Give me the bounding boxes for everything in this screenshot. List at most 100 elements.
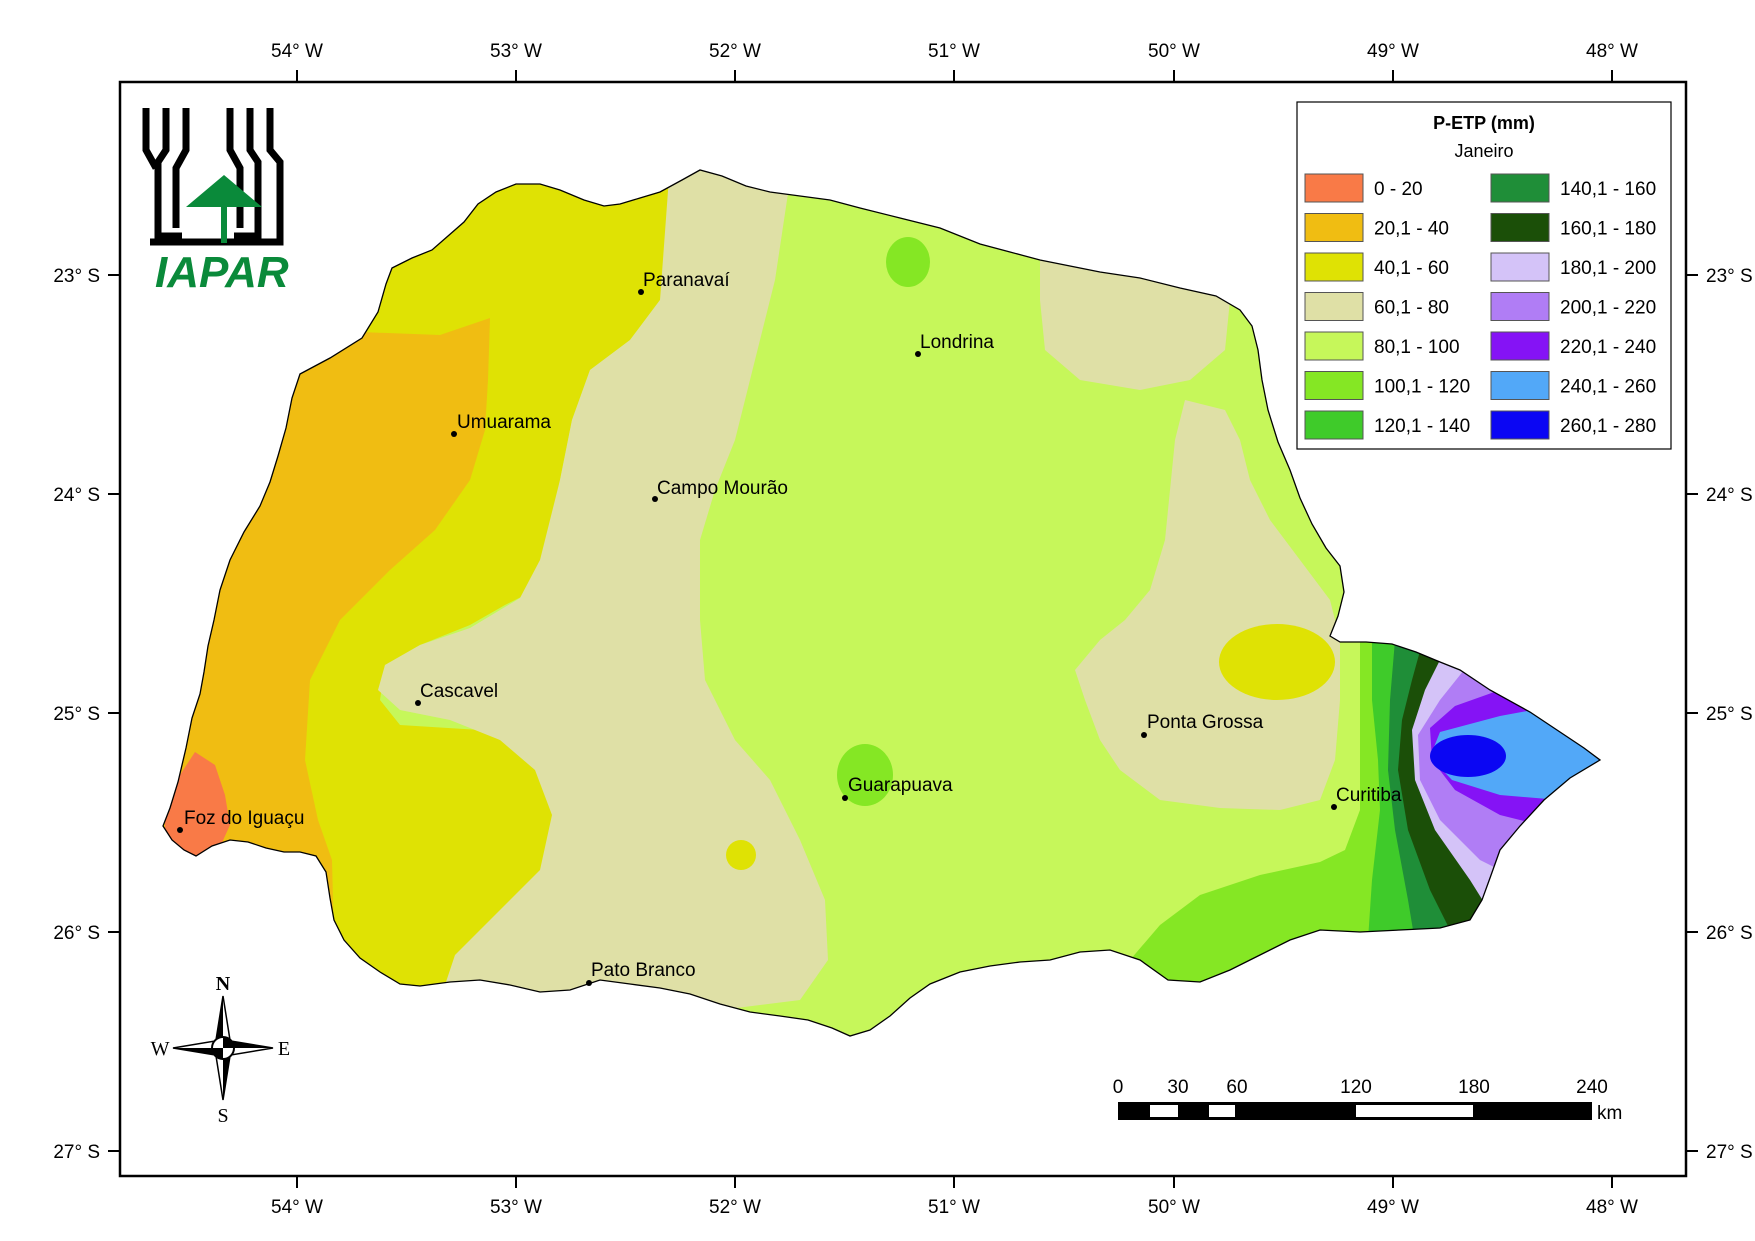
legend-subtitle: Janeiro [1454, 141, 1513, 161]
legend-label: 100,1 - 120 [1374, 377, 1470, 398]
map-frame [118, 80, 1688, 1178]
zone-60-80-dot [726, 840, 756, 870]
lon-label: 50° W [1148, 1197, 1200, 1218]
lat-label: 25° S [53, 704, 100, 725]
zone-100-120-guarapuava [837, 744, 893, 806]
lat-label: 25° S [1706, 704, 1753, 725]
logo-text: IAPAR [155, 248, 289, 297]
zone-60-80-northeast [1040, 250, 1230, 390]
compass-west: W [151, 1038, 170, 1060]
zone-60-80-central [378, 170, 828, 1010]
lat-label: 27° S [1706, 1142, 1753, 1163]
legend-label: 260,1 - 280 [1560, 416, 1656, 437]
scale-bar: 0 30 60 120 180 240 km [1113, 1077, 1623, 1124]
city-label-curitiba: Curitiba [1336, 785, 1402, 806]
legend-swatch [1490, 371, 1550, 400]
lon-label: 53° W [490, 1197, 542, 1218]
cities: Paranavaí Londrina Umuarama Campo Mourão… [177, 270, 1402, 986]
compass-south: S [217, 1105, 228, 1127]
legend-label: 40,1 - 60 [1374, 258, 1449, 279]
zone-100-120-north [886, 237, 930, 287]
legend-title: P-ETP (mm) [1433, 113, 1535, 133]
lon-label: 49° W [1367, 41, 1419, 62]
lon-label: 50° W [1148, 41, 1200, 62]
city-marker-londrina [915, 351, 921, 357]
frame-ticks [108, 70, 1698, 1188]
city-label-pato-branco: Pato Branco [591, 960, 696, 981]
lat-label: 24° S [1706, 485, 1753, 506]
lon-label: 52° W [709, 41, 761, 62]
legend-swatch [1490, 252, 1550, 282]
legend-swatch [1490, 213, 1550, 242]
iapar-logo: IAPAR [142, 108, 289, 297]
lon-label: 52° W [709, 1197, 761, 1218]
compass-east: E [278, 1038, 290, 1060]
legend-label: 240,1 - 260 [1560, 377, 1656, 398]
bottom-longitude-labels: 54° W 53° W 52° W 51° W 50° W 49° W 48° … [271, 1197, 1638, 1218]
lat-label: 26° S [53, 923, 100, 944]
legend-swatch [1490, 292, 1550, 321]
zone-260-280 [1430, 735, 1506, 777]
lon-label: 49° W [1367, 1197, 1419, 1218]
lon-label: 51° W [928, 41, 980, 62]
compass-north: N [216, 973, 231, 995]
city-label-campo-mourao: Campo Mourão [657, 478, 788, 499]
city-label-londrina: Londrina [920, 332, 994, 353]
city-label-guarapuava: Guarapuava [848, 775, 953, 796]
lat-label: 23° S [53, 266, 100, 287]
city-marker-curitiba [1331, 804, 1337, 810]
zone-40-60-blob [1219, 624, 1335, 700]
legend-label: 140,1 - 160 [1560, 179, 1656, 200]
scale-tick-label: 60 [1226, 1077, 1247, 1098]
top-longitude-labels: 54° W 53° W 52° W 51° W 50° W 49° W 48° … [271, 41, 1638, 62]
legend-label: 60,1 - 80 [1374, 298, 1449, 319]
legend-label: 200,1 - 220 [1560, 298, 1656, 319]
scale-unit: km [1597, 1103, 1622, 1124]
city-label-foz-do-iguacu: Foz do Iguaçu [184, 808, 304, 829]
lon-label: 54° W [271, 41, 323, 62]
legend-swatch [1304, 371, 1364, 400]
legend-swatch [1304, 173, 1364, 203]
lat-label: 26° S [1706, 923, 1753, 944]
city-marker-campo-mourao [652, 496, 658, 502]
legend-label: 180,1 - 200 [1560, 258, 1656, 279]
lon-label: 51° W [928, 1197, 980, 1218]
scale-tick-label: 30 [1167, 1077, 1188, 1098]
legend-label: 220,1 - 240 [1560, 337, 1656, 358]
city-label-umuarama: Umuarama [457, 412, 551, 433]
legend-swatch [1304, 331, 1364, 361]
lat-label: 23° S [1706, 266, 1753, 287]
legend-label: 120,1 - 140 [1374, 416, 1470, 437]
scale-tick-label: 180 [1458, 1077, 1490, 1098]
legend-swatch [1490, 173, 1550, 203]
city-marker-pato-branco [586, 980, 592, 986]
legend-swatch [1490, 410, 1550, 440]
legend-swatch [1304, 292, 1364, 321]
state-outline [162, 169, 1602, 1037]
scale-tick-label: 120 [1340, 1077, 1372, 1098]
legend-swatch [1304, 252, 1364, 282]
city-marker-foz-do-iguacu [177, 827, 183, 833]
legend-swatch [1490, 331, 1550, 361]
lat-label: 24° S [53, 485, 100, 506]
legend-items: 0 - 20 20,1 - 40 40,1 - 60 60,1 - 80 80,1 - … [1304, 173, 1656, 440]
city-marker-paranavai [638, 289, 644, 295]
legend-label: 20,1 - 40 [1374, 219, 1449, 240]
city-label-paranavai: Paranavaí [643, 270, 730, 291]
lon-label: 48° W [1586, 1197, 1638, 1218]
city-marker-cascavel [415, 700, 421, 706]
compass-rose: N S W E [151, 973, 291, 1127]
right-latitude-labels: 23° S 24° S 25° S 26° S 27° S [1706, 266, 1753, 1163]
scale-tick-label: 0 [1113, 1077, 1124, 1098]
lon-label: 48° W [1586, 41, 1638, 62]
zone-60-80-ponta-grossa [1075, 400, 1340, 810]
city-marker-guarapuava [842, 795, 848, 801]
city-label-ponta-grossa: Ponta Grossa [1147, 712, 1264, 733]
lon-label: 54° W [271, 1197, 323, 1218]
city-marker-ponta-grossa [1141, 732, 1147, 738]
lon-label: 53° W [490, 41, 542, 62]
lat-label: 27° S [53, 1142, 100, 1163]
legend-swatch [1304, 410, 1364, 440]
legend: P-ETP (mm) Janeiro 0 - 20 20,1 - 40 40,1 -… [1296, 101, 1672, 450]
